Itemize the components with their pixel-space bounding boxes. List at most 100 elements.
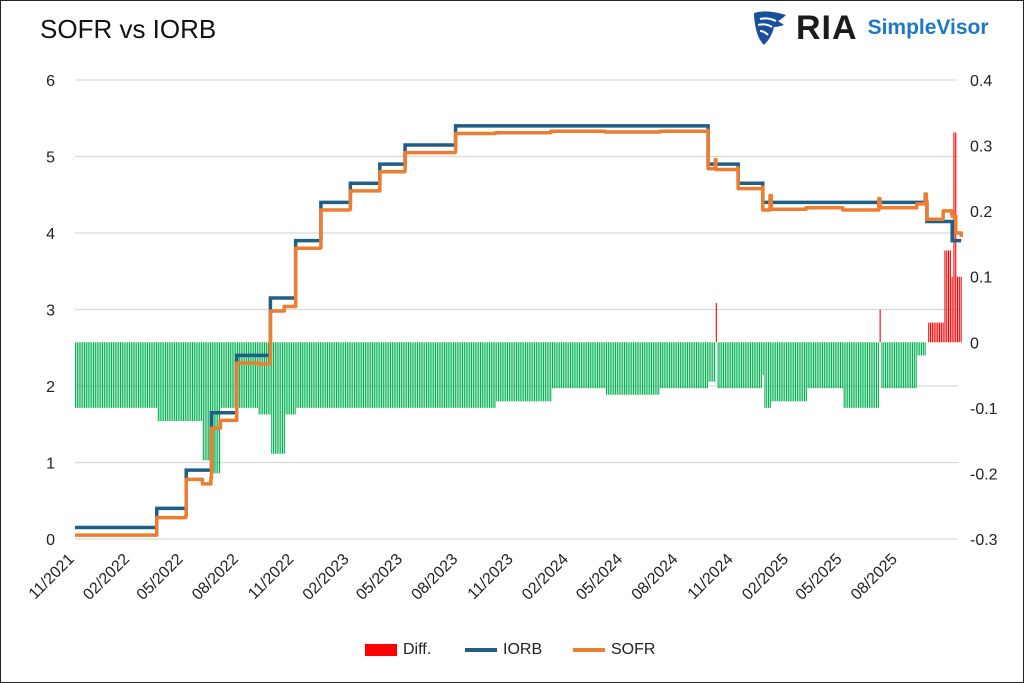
diff-bar <box>190 342 192 421</box>
diff-bar <box>890 342 892 389</box>
diff-bar <box>773 342 775 402</box>
diff-bar <box>894 342 896 389</box>
diff-bar <box>154 342 156 408</box>
diff-bar <box>228 342 230 408</box>
diff-bar <box>665 342 667 389</box>
diff-bar <box>928 322 930 343</box>
diff-bar <box>274 342 276 454</box>
diff-bar <box>276 342 278 454</box>
diff-bar <box>222 342 224 408</box>
iorb-line <box>75 124 962 530</box>
diff-bar <box>260 342 262 415</box>
diff-bar <box>656 342 658 395</box>
diff-bar <box>946 250 948 343</box>
diff-bar <box>280 342 282 454</box>
diff-bar <box>483 342 485 408</box>
diff-bar <box>930 322 932 343</box>
diff-bar <box>492 342 494 408</box>
diff-bar <box>75 342 77 408</box>
diff-bar <box>530 342 532 402</box>
diff-bar <box>633 342 635 395</box>
diff-bar <box>570 342 572 389</box>
diff-bar <box>723 342 725 389</box>
diff-bar <box>80 342 82 408</box>
diff-bar <box>823 342 825 389</box>
gridlines <box>75 79 958 540</box>
diff-bar <box>420 342 422 408</box>
diff-bar <box>850 342 852 408</box>
diff-bar <box>595 342 597 389</box>
diff-bar <box>597 342 599 389</box>
diff-bar <box>449 342 451 408</box>
diff-bar <box>616 342 618 395</box>
left-axis-ticks: 0 1 2 3 4 5 6 <box>46 73 55 549</box>
diff-bar <box>168 342 170 421</box>
diff-bar <box>561 342 563 389</box>
diff-bar <box>496 342 498 402</box>
diff-bar <box>631 342 633 395</box>
diff-bar <box>359 342 361 408</box>
diff-bar <box>127 342 129 408</box>
diff-bar <box>901 342 903 389</box>
diff-bar <box>145 342 147 408</box>
x-axis-tick-label: 05/2025 <box>793 551 846 604</box>
diff-bar <box>557 342 559 389</box>
diff-bar <box>352 342 354 408</box>
diff-bar <box>309 342 311 408</box>
diff-bar <box>368 342 370 408</box>
diff-bar <box>447 342 449 408</box>
sofr-line <box>75 128 963 537</box>
diff-bar <box>130 342 132 408</box>
diff-bar <box>915 342 917 389</box>
diff-bar <box>805 342 807 402</box>
diff-bar <box>775 342 777 402</box>
diff-bar <box>343 342 345 408</box>
diff-bar <box>474 342 476 408</box>
diff-bar <box>942 322 944 343</box>
diff-bar <box>314 342 316 408</box>
diff-bar <box>346 342 348 408</box>
x-axis-tick-label: 11/2024 <box>685 551 737 603</box>
diff-bar <box>354 342 356 408</box>
diff-bar <box>573 342 575 389</box>
diff-bar <box>471 342 473 408</box>
diff-bar <box>499 342 501 402</box>
diff-bar <box>519 342 521 402</box>
diff-bar <box>528 342 530 402</box>
diff-bar <box>948 250 950 343</box>
diff-bar <box>598 342 600 389</box>
diff-bar <box>370 342 372 408</box>
diff-bar <box>121 342 123 408</box>
x-axis-tick-label: 02/2023 <box>300 551 353 604</box>
diff-bar <box>388 342 390 408</box>
diff-bar <box>958 276 960 343</box>
diff-bar <box>487 342 489 408</box>
diff-bar <box>802 342 804 402</box>
diff-bar <box>485 342 487 408</box>
diff-bar <box>751 342 753 389</box>
diff-bar <box>732 342 734 389</box>
diff-bar <box>849 342 851 408</box>
diff-bar <box>444 342 446 408</box>
diff-bar <box>829 342 831 389</box>
diff-bar <box>604 342 606 389</box>
diff-bar <box>435 342 437 408</box>
diff-bar <box>409 342 411 408</box>
diff-bar <box>579 342 581 389</box>
diff-bar <box>937 322 939 343</box>
diff-bar <box>150 342 152 408</box>
diff-bar <box>897 342 899 389</box>
diff-bar <box>933 322 935 343</box>
logo: RIA SimpleVisor <box>752 8 989 48</box>
diff-bar <box>577 342 579 389</box>
diff-bar <box>627 342 629 395</box>
left-axis-tick-label: 5 <box>46 150 55 167</box>
diff-bar <box>624 342 626 395</box>
diff-bar <box>917 342 919 356</box>
chart-title: SOFR vs IORB <box>40 14 217 44</box>
diff-bar <box>285 342 287 415</box>
diff-bar <box>888 342 890 389</box>
diff-bar <box>510 342 512 402</box>
diff-bar <box>798 342 800 402</box>
diff-bar <box>787 342 789 402</box>
